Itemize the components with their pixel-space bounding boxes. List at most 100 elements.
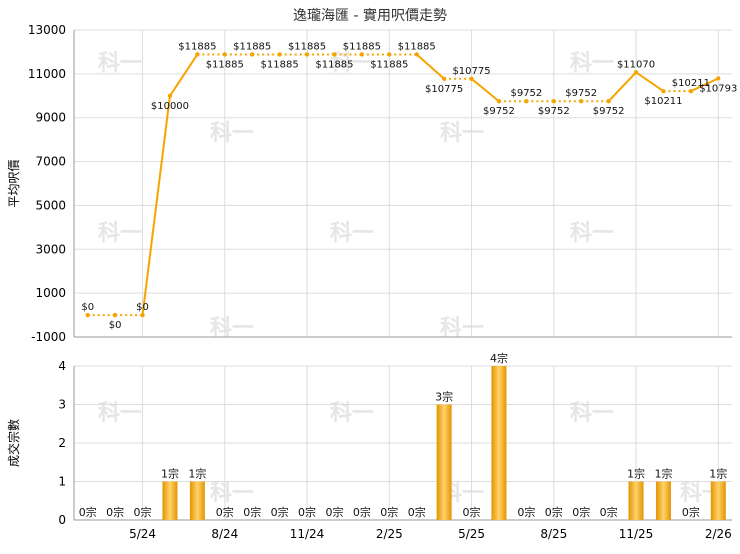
watermark-text: 科一	[98, 221, 142, 246]
line-segment	[141, 95, 171, 316]
bar-label: 1宗	[161, 467, 179, 481]
data-point	[85, 312, 90, 318]
y-tick-label: -1000	[31, 330, 66, 344]
bar-label: 1宗	[627, 467, 645, 481]
data-label: $9752	[565, 88, 597, 99]
bar-label: 3宗	[435, 390, 453, 404]
bar-label: 1宗	[654, 467, 672, 481]
x-tick-label: 5/24	[129, 527, 156, 541]
watermark-text: 科一	[570, 401, 614, 426]
bar-label: 0宗	[243, 505, 261, 519]
data-point	[359, 52, 365, 57]
bar-label: 0宗	[545, 505, 563, 519]
data-point	[688, 88, 694, 94]
bar-label: 0宗	[600, 505, 618, 519]
data-label: $9752	[593, 106, 625, 117]
line-segment	[607, 71, 637, 102]
data-label: $10775	[452, 66, 490, 77]
data-point	[140, 312, 145, 318]
data-label: $0	[136, 302, 149, 313]
watermark-text: 科一	[330, 221, 374, 246]
data-point	[441, 76, 447, 81]
data-label: $9752	[538, 106, 570, 117]
bar	[710, 481, 726, 520]
bar-label: 1宗	[709, 467, 727, 481]
chart-title: 逸瓏海匯 - 實用呎價走勢	[293, 7, 447, 24]
x-tick-label: 11/24	[290, 527, 325, 541]
data-label: $11885	[370, 59, 408, 70]
data-point	[195, 52, 200, 57]
watermark-text: 科一	[210, 121, 254, 146]
data-label: $11885	[233, 41, 271, 52]
data-label: $11885	[343, 41, 381, 52]
x-tick-label: 8/24	[211, 527, 238, 541]
line-segment	[416, 53, 445, 80]
data-point	[606, 99, 611, 104]
data-point	[222, 52, 227, 57]
data-label: $11885	[206, 59, 244, 70]
y-tick-label: 2	[58, 436, 66, 450]
data-label: $11070	[617, 59, 655, 70]
line-segment	[470, 78, 500, 102]
data-label: $9752	[510, 88, 542, 99]
data-label: $0	[109, 320, 122, 331]
data-point	[551, 99, 556, 104]
watermark-text: 科一	[570, 221, 614, 246]
line-segment	[169, 53, 199, 97]
bar-label: 0宗	[463, 505, 481, 519]
data-point	[112, 312, 118, 318]
data-point	[633, 70, 639, 75]
bar-label: 0宗	[408, 505, 426, 519]
bar-label: 0宗	[353, 505, 371, 519]
data-point	[414, 52, 419, 57]
watermark-text: 科一	[210, 481, 254, 506]
y-axis-title: 平均呎價	[7, 159, 21, 207]
data-point	[496, 99, 502, 104]
bar-label: 0宗	[79, 505, 97, 519]
y-tick-label: 0	[58, 513, 66, 527]
bar-label: 0宗	[134, 505, 152, 519]
y-tick-label: 1000	[35, 286, 66, 300]
data-point	[579, 99, 584, 104]
data-label: $10775	[425, 84, 463, 95]
line-segment	[690, 77, 719, 93]
y-tick-label: 9000	[35, 111, 66, 125]
bar-label: 0宗	[216, 505, 234, 519]
bar-label: 0宗	[380, 505, 398, 519]
bar	[162, 481, 178, 520]
watermark-text: 科一	[330, 401, 374, 426]
data-label: $10211	[644, 96, 682, 107]
bar-label: 0宗	[106, 505, 124, 519]
bar-label: 0宗	[298, 505, 316, 519]
bar-label: 0宗	[325, 505, 343, 519]
watermark-text: 科一	[98, 401, 142, 426]
bar-label: 0宗	[682, 505, 700, 519]
data-point	[524, 99, 529, 104]
data-point	[716, 76, 721, 81]
bar	[655, 481, 671, 520]
x-tick-label: 2/26	[705, 527, 732, 541]
data-point	[387, 52, 392, 57]
data-point	[469, 76, 474, 81]
bar-label: 4宗	[490, 351, 508, 365]
y-tick-label: 3	[58, 398, 66, 412]
y-tick-label: 7000	[35, 155, 66, 169]
data-label: $11885	[178, 41, 216, 52]
x-tick-label: 8/25	[540, 527, 567, 541]
bar	[628, 481, 644, 520]
watermark-text: 科一	[570, 51, 614, 76]
data-label: $10000	[151, 101, 189, 112]
y-tick-label: 13000	[28, 23, 66, 37]
data-label: $11885	[398, 41, 436, 52]
data-label: $9752	[483, 106, 515, 117]
data-label: $11885	[261, 59, 299, 70]
line-segment	[635, 71, 665, 92]
data-point	[277, 52, 282, 57]
y-axis-title: 成交宗數	[6, 419, 21, 467]
bar	[436, 404, 452, 520]
watermark-text: 科一	[330, 51, 374, 76]
bar-label: 1宗	[188, 467, 206, 481]
data-label: $11885	[288, 41, 326, 52]
